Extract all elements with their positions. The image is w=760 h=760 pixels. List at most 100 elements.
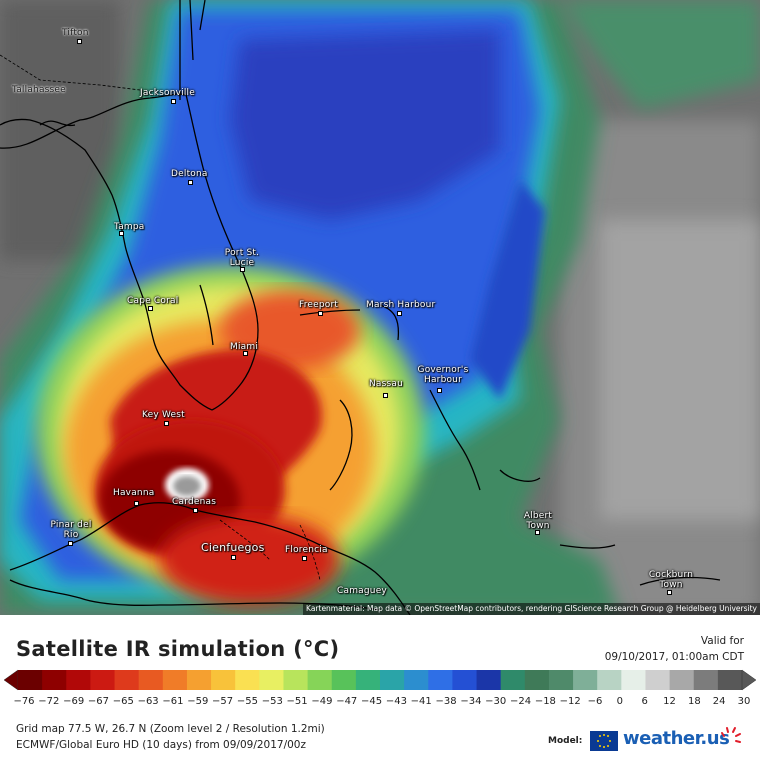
city-marker	[148, 306, 153, 311]
scale-tick-label: −76	[13, 696, 35, 707]
map-attribution[interactable]: Kartenmaterial: Map data © OpenStreetMap…	[303, 603, 760, 615]
scale-tick-label: −57	[212, 696, 234, 707]
satellite-ir-map[interactable]: Tifton Tallahassee Jacksonville Deltona …	[0, 0, 760, 615]
city-label-havanna: Havanna	[113, 488, 155, 498]
scale-swatch	[669, 670, 695, 690]
scale-tick-label: −45	[361, 696, 383, 707]
city-label-tallahassee: Tallahassee	[12, 85, 66, 95]
scale-swatch	[476, 670, 502, 690]
scale-tick-label: −18	[534, 696, 556, 707]
scale-tick-label: −53	[261, 696, 283, 707]
scale-swatch	[90, 670, 116, 690]
cloud-top-field	[0, 0, 760, 615]
scale-tick-label: −12	[559, 696, 581, 707]
scale-swatch	[138, 670, 164, 690]
scale-swatch	[307, 670, 333, 690]
scale-min-arrow	[3, 669, 19, 691]
scale-swatch	[548, 670, 574, 690]
city-marker	[240, 267, 245, 272]
scale-swatch	[162, 670, 188, 690]
city-marker	[318, 311, 323, 316]
color-scale-bar	[3, 669, 757, 691]
city-marker	[535, 530, 540, 535]
scale-swatch	[573, 670, 598, 690]
scale-tick-label: 12	[663, 696, 676, 707]
weather-us-logo[interactable]: weather.us	[623, 728, 730, 749]
city-label-florencia: Florencia	[285, 545, 328, 555]
scale-tick-label: −43	[385, 696, 407, 707]
scale-tick-label: −38	[435, 696, 457, 707]
map-title: Satellite IR simulation (°C)	[16, 637, 340, 661]
scale-swatch	[211, 670, 236, 690]
color-scale-ticks: −76 −72 −69 −67 −65 −63 −61 −59 −57 −55 −53 −51 −49−…	[0, 696, 760, 710]
city-label-camaguey: Camaguey	[337, 586, 387, 596]
city-marker	[302, 556, 307, 561]
scale-tick-label: −72	[38, 696, 60, 707]
city-label-albert-town: Albert Town	[523, 511, 553, 531]
city-label-nassau: Nassau	[369, 379, 404, 389]
city-label-tifton: Tifton	[62, 28, 89, 38]
scale-tick-label: −63	[137, 696, 159, 707]
city-marker	[667, 590, 672, 595]
city-label-port-st-lucie: Port St. Lucie	[224, 248, 260, 268]
scale-swatch	[259, 670, 284, 690]
valid-label: Valid for	[700, 635, 744, 647]
model-label: Model:	[548, 736, 583, 746]
scale-tick-label: −30	[485, 696, 507, 707]
scale-tick-label: −61	[162, 696, 184, 707]
city-label-deltona: Deltona	[171, 169, 208, 179]
scale-swatch	[428, 670, 453, 690]
scale-swatch	[717, 670, 743, 690]
model-info: ECMWF/Global Euro HD (10 days) from 09/0…	[16, 739, 306, 751]
city-marker	[188, 180, 193, 185]
scale-swatch	[693, 670, 719, 690]
scale-tick-label: −65	[112, 696, 134, 707]
valid-date: 09/10/2017, 01:00am CDT	[604, 651, 744, 663]
city-marker	[397, 311, 402, 316]
city-label-jacksonville: Jacksonville	[140, 88, 195, 98]
scale-swatch	[452, 670, 478, 690]
scale-swatch	[404, 670, 429, 690]
city-marker	[119, 231, 124, 236]
scale-swatch	[645, 670, 671, 690]
city-label-pinar-del-rio: Pinar del Rio	[50, 520, 92, 540]
scale-tick-label: −51	[286, 696, 308, 707]
scale-max-arrow	[741, 669, 757, 691]
city-label-governors-harbour: Governor's Harbour	[417, 365, 469, 385]
scale-swatch	[283, 670, 309, 690]
city-marker	[77, 39, 82, 44]
city-label-cockburn-town: Cockburn Town	[648, 570, 694, 590]
sun-icon	[721, 727, 741, 743]
city-marker	[68, 541, 73, 546]
scale-tick-label: −69	[63, 696, 85, 707]
scale-swatch	[355, 670, 381, 690]
city-marker	[437, 388, 442, 393]
scale-tick-label: −67	[87, 696, 110, 707]
city-marker	[243, 351, 248, 356]
city-label-cardenas: Cardenas	[172, 497, 217, 507]
city-marker	[171, 99, 176, 104]
scale-tick-label: −41	[410, 696, 432, 707]
scale-swatch	[235, 670, 260, 690]
city-label-cape-coral: Cape Coral	[127, 296, 179, 306]
scale-tick-label: −49	[311, 696, 333, 707]
city-marker	[383, 393, 388, 398]
city-label-freeport: Freeport	[299, 300, 339, 310]
city-marker	[134, 501, 139, 506]
scale-swatch	[18, 670, 43, 690]
scale-swatch	[114, 670, 140, 690]
city-label-tampa: Tampa	[114, 222, 145, 232]
scale-tick-label: 0	[616, 696, 624, 707]
scale-tick-label: −47	[336, 696, 358, 707]
city-marker	[164, 421, 169, 426]
city-label-marsh-harbour: Marsh Harbour	[366, 300, 436, 310]
eu-flag-icon	[590, 731, 618, 751]
scale-tick-label: −24	[509, 696, 532, 707]
scale-tick-label: 6	[641, 696, 648, 707]
city-label-miami: Miami	[230, 342, 259, 352]
scale-swatch	[597, 670, 622, 690]
scale-swatch	[42, 670, 67, 690]
scale-tick-label: 24	[712, 696, 726, 707]
city-marker	[193, 508, 198, 513]
scale-swatch	[524, 670, 550, 690]
